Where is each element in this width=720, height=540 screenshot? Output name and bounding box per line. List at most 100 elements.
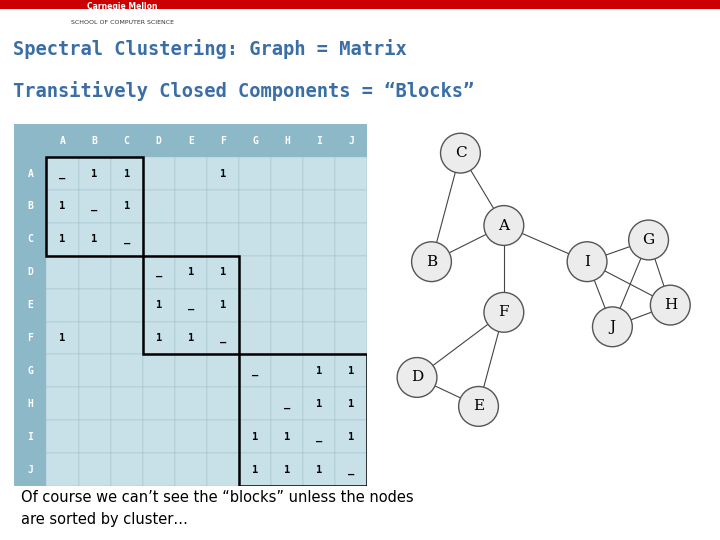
Bar <box>78 289 111 321</box>
Bar <box>271 256 303 289</box>
Bar <box>143 256 175 289</box>
Bar <box>143 354 175 387</box>
Circle shape <box>484 293 523 332</box>
Bar <box>78 157 111 190</box>
Bar <box>207 354 239 387</box>
Bar <box>303 354 335 387</box>
Bar <box>143 223 175 256</box>
Text: 1: 1 <box>316 366 323 376</box>
Circle shape <box>484 206 523 245</box>
Text: F: F <box>220 136 226 146</box>
Bar <box>239 453 271 486</box>
Bar <box>143 420 175 453</box>
Bar <box>271 420 303 453</box>
Bar <box>335 289 367 321</box>
Bar <box>335 354 367 387</box>
Bar <box>207 453 239 486</box>
Text: 1: 1 <box>59 333 66 343</box>
Bar <box>271 321 303 354</box>
Text: 1: 1 <box>59 201 66 212</box>
Bar <box>335 420 367 453</box>
Bar <box>78 453 111 486</box>
Bar <box>111 157 143 190</box>
Circle shape <box>412 242 451 281</box>
Bar <box>47 453 78 486</box>
Bar <box>14 124 47 157</box>
Bar <box>111 453 143 486</box>
Text: 1: 1 <box>252 464 258 475</box>
Bar <box>111 256 143 289</box>
Bar <box>303 289 335 321</box>
Text: 1: 1 <box>348 366 354 376</box>
Bar <box>207 157 239 190</box>
Bar <box>47 124 78 157</box>
Bar <box>303 420 335 453</box>
Bar <box>207 289 239 321</box>
Bar <box>303 157 335 190</box>
Text: H: H <box>27 399 33 409</box>
Bar <box>271 354 303 387</box>
Text: G: G <box>642 233 654 247</box>
Text: 1: 1 <box>91 168 98 179</box>
Bar <box>239 387 271 420</box>
Bar <box>111 190 143 223</box>
Text: C: C <box>454 146 467 160</box>
Circle shape <box>593 307 632 347</box>
Bar <box>47 190 78 223</box>
Text: E: E <box>188 136 194 146</box>
Bar <box>47 157 78 190</box>
Bar <box>239 157 271 190</box>
Bar <box>207 190 239 223</box>
Text: 1: 1 <box>124 201 130 212</box>
Bar <box>14 157 47 190</box>
Bar <box>47 321 78 354</box>
Circle shape <box>650 285 690 325</box>
Bar <box>111 223 143 256</box>
Bar <box>14 289 47 321</box>
Bar <box>175 387 207 420</box>
Text: I: I <box>316 136 322 146</box>
Text: Spectral Clustering: Graph = Matrix: Spectral Clustering: Graph = Matrix <box>13 39 406 59</box>
Bar <box>47 223 78 256</box>
Text: 1: 1 <box>188 333 194 343</box>
Bar <box>14 256 47 289</box>
Bar <box>175 354 207 387</box>
Bar <box>143 453 175 486</box>
Text: 1: 1 <box>252 431 258 442</box>
Text: E: E <box>27 300 33 310</box>
Circle shape <box>459 387 498 426</box>
Bar <box>239 256 271 289</box>
Text: C: C <box>27 234 33 244</box>
Bar <box>143 190 175 223</box>
Text: 1: 1 <box>316 464 323 475</box>
Circle shape <box>397 357 437 397</box>
Text: H: H <box>664 298 677 312</box>
Bar <box>207 124 239 157</box>
Bar <box>143 387 175 420</box>
Bar <box>335 453 367 486</box>
Text: 1: 1 <box>220 168 226 179</box>
Text: Carnegie Mellon: Carnegie Mellon <box>87 2 158 11</box>
Bar <box>175 190 207 223</box>
Bar <box>78 124 111 157</box>
Bar <box>271 124 303 157</box>
Bar <box>335 256 367 289</box>
Text: F: F <box>27 333 33 343</box>
Text: 1: 1 <box>91 234 98 244</box>
Bar <box>271 453 303 486</box>
Bar <box>14 420 47 453</box>
Bar <box>47 256 78 289</box>
Bar <box>239 354 271 387</box>
Text: B: B <box>27 201 33 212</box>
Text: D: D <box>27 267 33 277</box>
Bar <box>271 223 303 256</box>
Text: I: I <box>27 431 33 442</box>
Bar <box>175 321 207 354</box>
Text: J: J <box>348 136 354 146</box>
Text: J: J <box>27 464 33 475</box>
Bar <box>335 223 367 256</box>
Bar <box>303 387 335 420</box>
Text: C: C <box>124 136 130 146</box>
Text: A: A <box>60 136 66 146</box>
Bar <box>303 223 335 256</box>
